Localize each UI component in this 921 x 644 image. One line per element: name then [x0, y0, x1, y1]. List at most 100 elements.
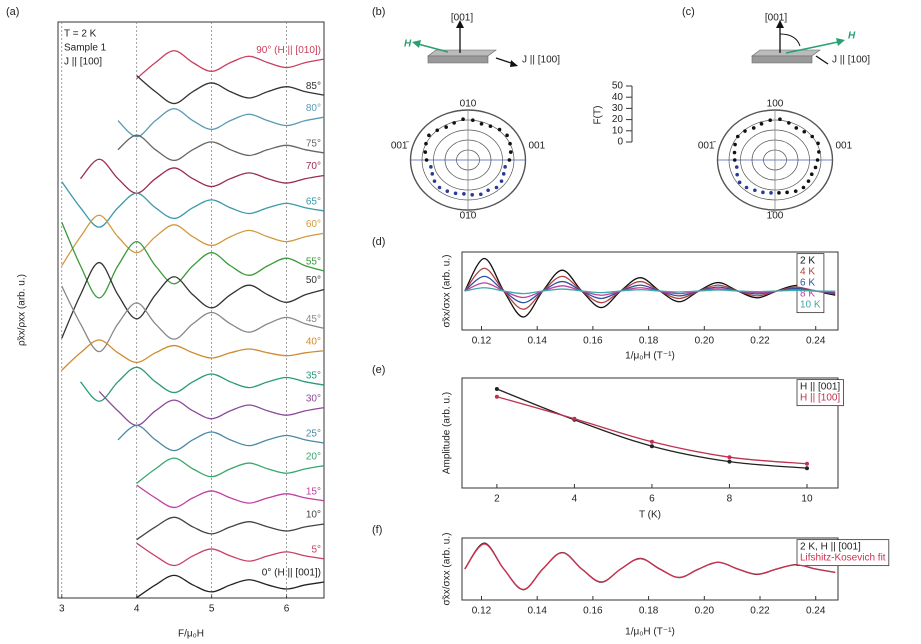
x-tick-label: 0.22	[750, 336, 770, 347]
series-label: 70°	[306, 161, 321, 172]
data-point	[751, 126, 756, 130]
data-point	[479, 122, 484, 126]
series-label: 25°	[306, 429, 321, 440]
data-point	[735, 134, 740, 139]
r-tick-label: 30	[612, 103, 624, 114]
data-point	[437, 185, 442, 190]
plot-frame	[57, 21, 325, 599]
x-tick-label: 5	[209, 604, 215, 615]
data-point	[735, 172, 739, 177]
x-axis-label: F/μ₀H	[178, 629, 204, 640]
x-tick-label: 4	[572, 494, 578, 505]
data-point	[432, 179, 437, 183]
data-point	[727, 455, 732, 460]
series-line	[79, 366, 325, 402]
data-point	[424, 158, 429, 162]
data-point	[778, 117, 782, 122]
data-point	[427, 133, 431, 138]
data-point	[801, 185, 806, 190]
series-line	[61, 214, 325, 267]
annotation: T = 2 K	[64, 29, 97, 40]
data-point	[494, 387, 499, 391]
direction-label: 001̄	[391, 141, 410, 152]
series-label: 60°	[306, 219, 321, 230]
data-point	[787, 121, 791, 125]
x-tick-label: 0.16	[583, 336, 603, 347]
data-point	[471, 118, 475, 123]
data-point	[649, 444, 654, 449]
data-point	[478, 192, 483, 197]
data-point	[494, 185, 499, 190]
series-label: 30°	[306, 393, 321, 404]
series-label: 45°	[306, 314, 321, 325]
panel-label: (b)	[372, 6, 385, 18]
legend-entry: 2 K	[800, 256, 815, 267]
plot-frame	[461, 377, 839, 489]
data-point	[802, 129, 807, 134]
y-axis-label: Amplitude (arb. u.)	[442, 392, 453, 474]
data-point	[445, 189, 450, 193]
legend-entry: H || [001]	[800, 382, 840, 393]
data-point	[809, 172, 814, 177]
series-line	[136, 484, 325, 509]
series-line	[464, 543, 836, 591]
series-label: 40°	[306, 336, 321, 347]
x-axis-label: T (K)	[639, 510, 661, 521]
legend-entry: 4 K	[800, 267, 815, 278]
panel-label: (a)	[6, 6, 19, 18]
x-tick-label: 6	[649, 494, 655, 505]
data-point	[507, 158, 512, 162]
data-point	[732, 150, 737, 155]
data-point	[815, 158, 820, 162]
data-point	[470, 193, 475, 197]
data-point	[435, 128, 440, 133]
x-tick-label: 2	[494, 494, 500, 505]
data-point	[497, 127, 502, 132]
direction-label: 01̄0	[460, 211, 477, 222]
legend-box	[796, 253, 825, 314]
data-point	[444, 125, 448, 129]
annotation: J || [100]	[832, 55, 870, 66]
data-point	[734, 165, 739, 169]
series-line	[136, 516, 325, 541]
series-label: 5°	[311, 544, 321, 555]
direction-label: 001	[836, 141, 853, 152]
x-tick-label: 8	[727, 494, 733, 505]
data-point	[508, 150, 513, 154]
x-axis-label: 1/μ₀H (T⁻¹)	[625, 627, 675, 638]
data-point	[505, 133, 509, 138]
legend-entry: 2 K, H || [001]	[800, 542, 861, 553]
series-label: 85°	[306, 81, 321, 92]
data-point	[804, 466, 809, 471]
data-point	[423, 150, 428, 154]
data-point	[806, 179, 811, 183]
direction-label: 010	[460, 99, 477, 110]
x-axis-label: 1/μ₀H (T⁻¹)	[625, 351, 675, 362]
series-label: 20°	[306, 451, 321, 462]
data-point	[769, 191, 773, 195]
data-point	[810, 134, 815, 139]
series-label: 10°	[306, 510, 321, 521]
direction-label: 100	[767, 99, 784, 110]
series-line	[136, 50, 325, 80]
legend-entry: 8 K	[800, 289, 815, 300]
series-line	[136, 574, 325, 599]
x-tick-label: 0.20	[695, 336, 715, 347]
annotation: J || [100]	[64, 57, 102, 68]
direction-label: 1̄00	[767, 211, 784, 222]
series-line	[117, 134, 325, 162]
panel-label: (d)	[372, 236, 385, 248]
data-point	[817, 150, 821, 154]
series-line	[61, 221, 325, 299]
y-axis-label: σ̃xx/σxx (arb. u.)	[442, 255, 453, 328]
data-point	[424, 141, 428, 146]
legend-entry: Lifshitz-Kosevich fit	[800, 553, 886, 564]
series-label: 80°	[306, 103, 321, 114]
series-label: 55°	[306, 257, 321, 268]
data-point	[453, 191, 458, 196]
panel-label: (c)	[682, 6, 695, 18]
series-line	[79, 158, 325, 194]
data-point	[486, 188, 490, 193]
panel-label: (e)	[372, 364, 385, 376]
